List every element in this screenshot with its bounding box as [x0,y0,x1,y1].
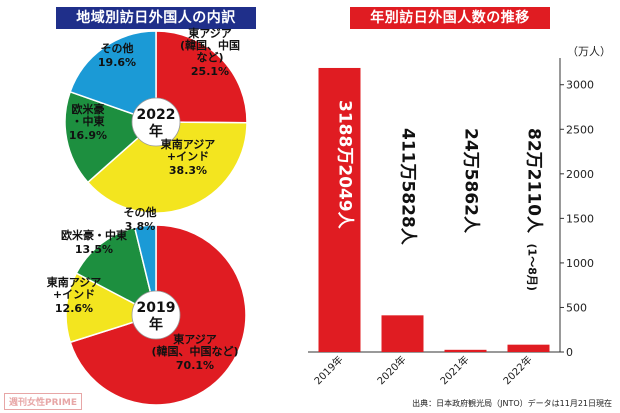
bar-2019年 [318,67,361,352]
pie-slice-east_asia [155,30,248,124]
y-tick-label: 3000 [566,79,594,92]
pie-label-west: 欧米豪・中東 [61,228,128,242]
y-tick-label: 1000 [566,257,594,270]
bar-value-label: 82万2110人 [524,128,544,234]
pie-value-southeast_asia: 12.6% [55,302,93,315]
x-tick-label: 2022年 [500,353,534,387]
pie-label-other: その他 [124,205,157,219]
watermark-logo: 週刊女性PRIME [4,393,82,410]
y-tick-label: 0 [566,346,573,359]
pie-value-east_asia: 70.1% [176,359,214,372]
pie-label-east_asia: 東アジア(韓国、中国など) [180,26,240,64]
pie-slice-other [133,224,157,316]
x-tick-label: 2020年 [374,353,408,387]
pie-center [131,290,181,340]
bar-value-label: 3188万2049人 [335,100,355,230]
y-tick-label: 1500 [566,212,594,225]
pie-slice-other [69,30,157,124]
pie-center-year-suffix: 年 [149,123,163,140]
pie-slice-southeast_asia [65,272,158,344]
pie-label-west: 欧米豪・中東 [72,102,106,128]
y-tick-label: 2000 [566,168,594,181]
pie-value-east_asia: 25.1% [191,65,229,78]
pie-value-west: 16.9% [69,129,107,142]
pie-center-year: 2022 [137,107,176,123]
pie-slice-west [64,90,158,184]
bar-value-label: 24万5862人 [461,128,481,234]
x-tick-label: 2019年 [311,353,345,387]
pie-center-year-suffix: 年 [149,316,163,333]
pie-center [131,97,181,147]
pie-value-west: 13.5% [75,243,113,256]
pie-value-other: 19.6% [98,56,136,69]
y-tick-label: 500 [566,301,587,314]
pie-slice-west [75,226,158,317]
pie-label-other: その他 [101,41,134,55]
pie-slice-east_asia [69,224,247,406]
pie-value-other: 3.8% [125,220,156,233]
y-axis-unit: （万人） [567,45,611,58]
bar-value-label: 411万5828人 [398,128,418,246]
pie-chart-title: 地域別訪日外国人の内訳 [56,7,256,29]
bar-2021年 [444,349,487,352]
source-note: 出典：日本政府観光局（JNTO）データは11月21日現在 [412,399,612,408]
bar-2022年 [507,344,550,352]
pie-center-year: 2019 [137,300,176,316]
pie-label-southeast_asia: 東南アジア+インド [47,275,102,301]
bar-value-note: (1〜8月) [526,244,539,291]
bar-2020年 [381,315,424,352]
x-tick-label: 2021年 [437,353,471,387]
y-tick-label: 2500 [566,123,594,136]
pie-label-southeast_asia: 東南アジア+インド [161,137,216,163]
pie-value-southeast_asia: 38.3% [169,164,207,177]
pie-label-east_asia: 東アジア(韓国、中国など) [151,332,238,358]
pie-slice-southeast_asia [86,121,248,214]
bar-chart-title: 年別訪日外国人数の推移 [350,7,550,29]
